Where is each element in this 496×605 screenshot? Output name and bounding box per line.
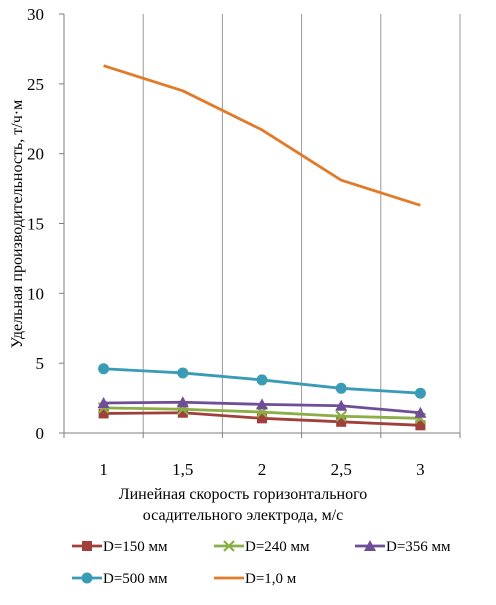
series-3 [97, 396, 427, 418]
data-point [98, 363, 110, 375]
data-point [335, 410, 347, 423]
axes [59, 13, 461, 438]
y-tick-label: 25 [27, 75, 44, 94]
data-point [177, 367, 189, 379]
x-tick-label: 1 [99, 460, 108, 479]
x-axis-title-line-2: осадительного электрода, м/с [143, 507, 343, 524]
data-point [98, 408, 109, 419]
series-5 [103, 64, 421, 207]
x-axis-title-line-1: Линейная скорость горизонтального [119, 486, 367, 503]
legend-label: D=356 мм [386, 539, 451, 555]
legend-item: D=1,0 м [214, 571, 297, 587]
x-tick-label: 2 [258, 460, 267, 479]
legend-item: D=240 мм [214, 539, 310, 555]
data-point [414, 387, 426, 399]
legend-marker [364, 540, 376, 551]
data-point [256, 374, 268, 386]
data-point [177, 407, 188, 418]
grid-lines [142, 14, 461, 433]
y-tick-label: 30 [27, 5, 44, 24]
data-point [336, 416, 347, 427]
data-point [414, 406, 427, 418]
x-tick-label: 2,5 [331, 460, 352, 479]
y-tick-label: 5 [36, 354, 45, 373]
data-point [415, 420, 426, 431]
legend-label: D=500 мм [103, 571, 168, 587]
series-line [103, 64, 421, 207]
legend-label: D=1,0 м [245, 571, 297, 587]
y-tick-label: 20 [27, 145, 44, 164]
legend-item: D=500 мм [72, 571, 168, 587]
legend-label: D=150 мм [103, 539, 168, 555]
x-tick-label: 3 [416, 460, 425, 479]
y-tick-label: 15 [27, 215, 44, 234]
y-tick-label: 10 [27, 284, 44, 303]
x-tick-label: 1,5 [172, 460, 193, 479]
data-point [97, 396, 110, 408]
legend-item: D=356 мм [355, 539, 451, 555]
legend-marker [223, 540, 235, 552]
data-point [256, 398, 268, 410]
y-tick-labels: 0 5 10 15 20 25 30 [27, 5, 44, 443]
legend: D=150 мм D=240 мм D=356 мм D=500 мм D=1,0 м [72, 539, 451, 587]
series-4 [98, 363, 426, 399]
data-point [176, 396, 189, 408]
x-tick-labels: 1 1,5 2 2,5 3 [99, 460, 424, 479]
data-point [335, 382, 347, 394]
data-point [335, 399, 348, 411]
legend-label: D=240 мм [245, 539, 310, 555]
legend-marker [82, 541, 92, 551]
plot-series [97, 64, 427, 431]
y-tick-label: 0 [36, 424, 45, 443]
data-point [257, 413, 267, 424]
legend-item: D=150 мм [72, 539, 168, 555]
legend-marker [81, 572, 93, 584]
series-1 [98, 407, 426, 431]
y-axis-title: Удельная производительность, т/ч·м [9, 100, 26, 348]
